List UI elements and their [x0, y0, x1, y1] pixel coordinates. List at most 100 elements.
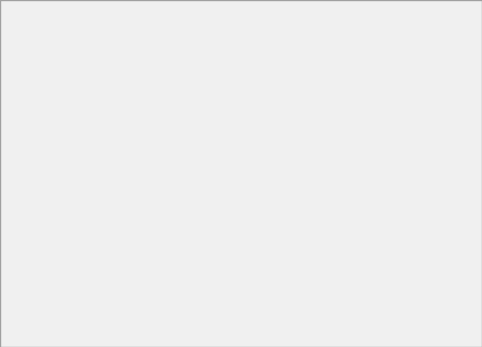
Bar [275, 308, 481, 311]
Bar [1, 243, 79, 245]
Bar [275, 279, 481, 281]
Bar [81, 195, 273, 197]
Bar [1, 221, 79, 223]
Bar [275, 127, 481, 130]
Bar [275, 180, 481, 182]
Bar [1, 217, 79, 219]
Bar [1, 85, 79, 86]
Bar [1, 86, 79, 88]
Text: ⌄: ⌄ [159, 48, 166, 57]
Bar [275, 266, 481, 324]
Bar [1, 281, 79, 283]
Bar [275, 195, 455, 197]
Bar [2, 50, 78, 51]
Bar [1, 111, 79, 113]
Bar [81, 310, 273, 312]
Bar [275, 232, 481, 235]
Bar [1, 103, 79, 105]
Text: Profile: Profile [83, 24, 114, 34]
Bar [275, 168, 481, 170]
Bar [275, 293, 481, 295]
Bar [275, 209, 481, 211]
Bar [275, 104, 481, 107]
Bar [275, 184, 481, 186]
Bar [275, 141, 481, 143]
Bar [81, 281, 273, 283]
Bar [81, 110, 273, 112]
Bar [81, 257, 163, 259]
Bar [275, 311, 309, 312]
Bar [1, 277, 79, 279]
Bar [275, 106, 481, 108]
Bar [81, 230, 273, 233]
Bar [81, 311, 95, 312]
Bar [81, 178, 273, 180]
Bar [81, 256, 163, 257]
Bar [275, 322, 309, 324]
Bar [1, 122, 79, 124]
Bar [81, 180, 273, 182]
Bar [2, 62, 78, 63]
Text: RND4K: RND4K [22, 282, 58, 292]
Bar [275, 181, 481, 184]
Text: Q32T16: Q32T16 [19, 239, 61, 249]
Bar [1, 145, 79, 147]
Bar [81, 283, 273, 285]
Bar [81, 316, 273, 318]
Bar [275, 92, 481, 95]
Bar [1, 109, 79, 111]
Bar [1, 155, 79, 157]
Text: SanDisk Ultra 3D 1TB: SanDisk Ultra 3D 1TB [6, 330, 148, 342]
Bar [275, 287, 481, 289]
Bar [1, 134, 79, 136]
Bar [2, 41, 78, 42]
Bar [1, 278, 79, 280]
Bar [275, 228, 481, 231]
Bar [2, 54, 78, 56]
Bar [1, 284, 79, 286]
Bar [1, 316, 79, 318]
Bar [1, 164, 79, 166]
Bar [81, 266, 273, 324]
Bar [275, 110, 481, 112]
Bar [275, 242, 481, 244]
Bar [275, 139, 459, 141]
Bar [4, 3, 18, 17]
Bar [275, 205, 481, 264]
Bar [1, 112, 79, 114]
Text: Theme: Theme [124, 24, 158, 34]
Bar [275, 296, 481, 299]
Bar [81, 116, 273, 118]
Bar [275, 316, 481, 318]
Bar [81, 195, 273, 198]
Bar [81, 205, 273, 208]
Text: 472.67: 472.67 [374, 158, 476, 184]
Bar [1, 118, 79, 120]
Bar [81, 85, 273, 87]
Bar [1, 148, 79, 150]
Bar [81, 205, 273, 264]
Bar [81, 191, 273, 194]
Bar [2, 45, 78, 46]
Bar [1, 167, 79, 169]
Bar [1, 95, 79, 97]
Text: 90.23: 90.23 [392, 278, 476, 304]
Text: D: 0% (0/931GiB): D: 0% (0/931GiB) [177, 48, 260, 57]
Bar [275, 189, 481, 192]
Bar [275, 320, 309, 321]
Bar [81, 308, 273, 311]
Bar [1, 200, 79, 202]
Bar [275, 261, 350, 262]
Bar [1, 175, 79, 177]
Bar [275, 285, 481, 287]
Bar [1, 214, 79, 216]
Bar [275, 142, 459, 143]
Bar [1, 256, 79, 258]
Bar [1, 197, 79, 199]
Bar [1, 177, 79, 179]
Bar [275, 205, 481, 264]
Bar [81, 106, 273, 108]
Text: Q8T1: Q8T1 [26, 119, 54, 129]
Bar [1, 138, 79, 140]
Bar [1, 224, 79, 226]
